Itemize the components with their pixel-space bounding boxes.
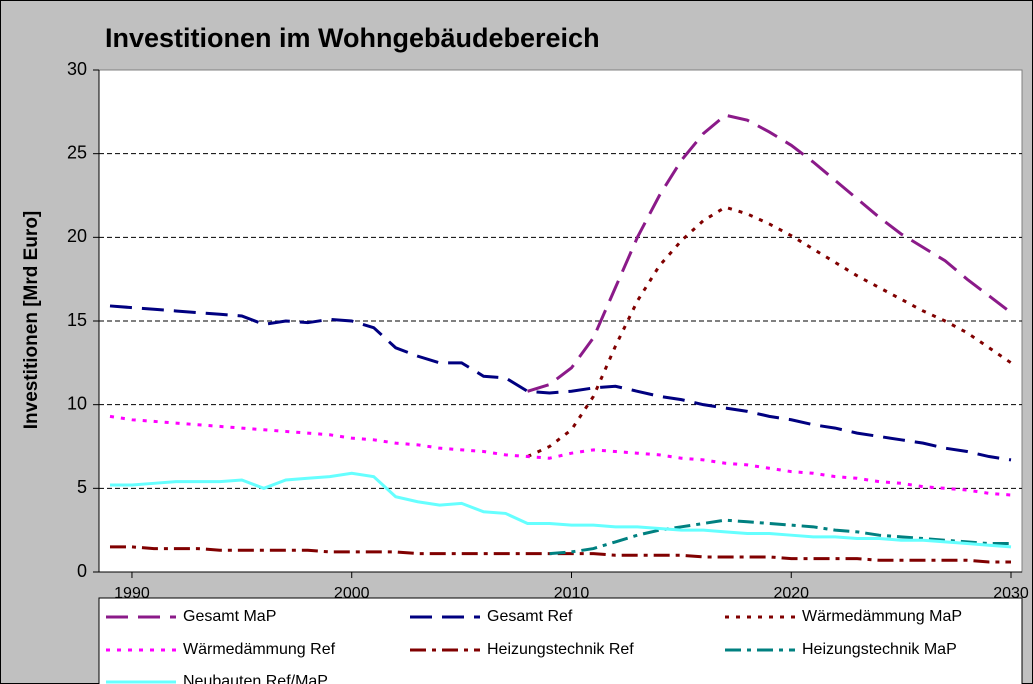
legend-box: [98, 597, 1023, 684]
x-tick-label: 2000: [334, 585, 370, 602]
legend-label: Wärmedämmung MaP: [802, 608, 962, 625]
y-tick-label: 0: [77, 561, 87, 581]
chart-title: Investitionen im Wohngebäudebereich: [105, 23, 600, 53]
legend-label: Gesamt MaP: [183, 608, 276, 625]
series-line: [109, 471, 1012, 549]
series-line: [526, 205, 1012, 458]
y-tick-label: 5: [77, 477, 87, 497]
x-tick-label: 2010: [554, 585, 590, 602]
legend-label: Heizungstechnik MaP: [802, 641, 957, 658]
x-tick-label: 2030: [993, 585, 1029, 602]
x-tick-label: 1990: [114, 585, 150, 602]
legend-label: Neubauten Ref/MaP: [183, 673, 328, 684]
legend-label: Heizungstechnik Ref: [487, 641, 634, 658]
x-tick-label: 2020: [773, 585, 809, 602]
y-axis-label: Investitionen [Mrd Euro]: [21, 211, 42, 430]
series-line: [549, 518, 1012, 556]
y-tick-label: 30: [67, 59, 87, 79]
y-tick-label: 25: [67, 142, 87, 162]
legend-label: Gesamt Ref: [487, 608, 573, 625]
series-line: [109, 304, 1012, 462]
y-tick-label: 10: [67, 393, 87, 413]
legend-label: Wärmedämmung Ref: [183, 641, 336, 658]
y-tick-label: 15: [67, 310, 87, 330]
series-line: [109, 414, 1012, 497]
y-tick-label: 20: [67, 226, 87, 246]
series-line: [527, 113, 1012, 393]
